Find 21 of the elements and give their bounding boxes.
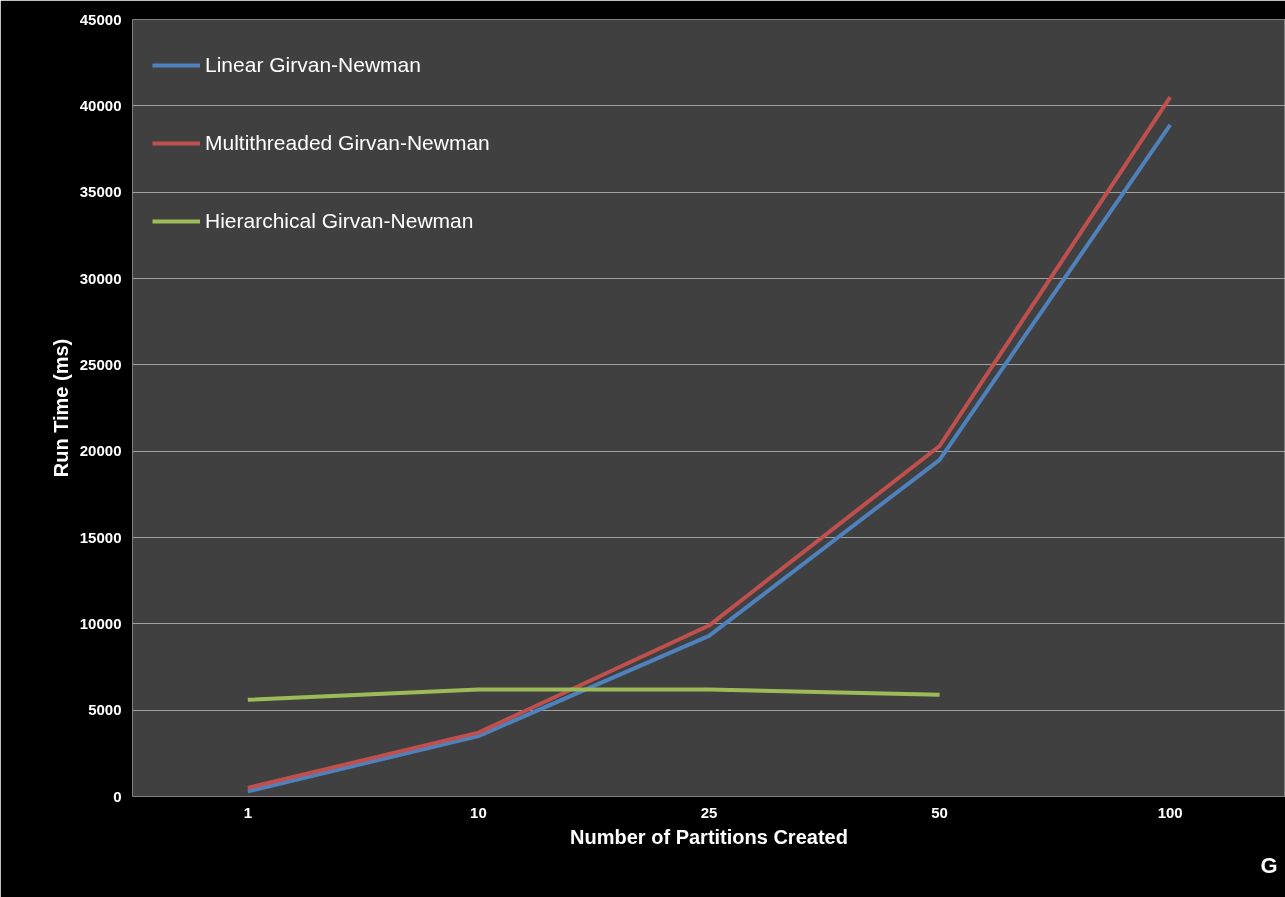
x-tick-label: 10 [470, 803, 487, 821]
x-tick-label: 100 [1157, 803, 1183, 821]
legend-label: Linear Girvan-Newman [205, 52, 421, 78]
x-tick-label: 1 [243, 803, 252, 821]
y-tick-label: 0 [113, 787, 122, 805]
y-tick-label: 35000 [79, 183, 122, 201]
y-tick-label: 25000 [79, 355, 122, 373]
x-axis-title: Number of Partitions Created [570, 825, 848, 848]
y-axis-title: Run Time (ms) [49, 338, 72, 478]
y-tick-label: 15000 [79, 528, 122, 546]
y-tick-label: 20000 [79, 442, 122, 460]
text: G [1260, 852, 1278, 878]
y-tick-label: 5000 [88, 701, 122, 719]
x-tick-label: 50 [931, 803, 948, 821]
y-tick-label: 40000 [79, 96, 122, 114]
legend-label: Hierarchical Girvan-Newman [205, 208, 474, 234]
y-tick-label: 10000 [79, 614, 122, 632]
y-tick-label: 30000 [79, 269, 122, 287]
x-tick-label: 25 [700, 803, 718, 821]
legend-label: Multithreaded Girvan-Newman [205, 130, 490, 156]
y-tick-label: 45000 [79, 10, 122, 28]
